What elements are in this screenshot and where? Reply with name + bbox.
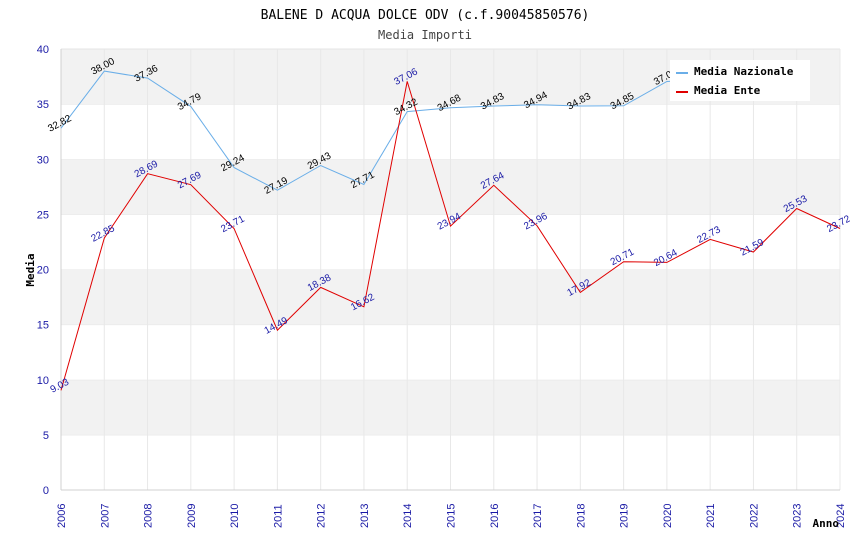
x-tick-label: 2006 — [56, 504, 68, 528]
series-line-nazionale — [60, 70, 754, 191]
x-tick-label: 2014 — [402, 504, 414, 528]
y-tick-label: 20 — [37, 265, 49, 277]
axes — [60, 49, 840, 491]
x-tick-label: 2024 — [835, 504, 847, 528]
x-tick-label: 2023 — [792, 504, 804, 528]
chart-subtitle: Media Importi — [378, 28, 472, 42]
y-tick-label: 30 — [37, 154, 49, 166]
chart-title: BALENE D ACQUA DOLCE ODV (c.f.9004585057… — [261, 8, 590, 23]
y-tick-label: 40 — [37, 44, 49, 56]
x-tick-label: 2013 — [359, 504, 371, 528]
x-tick-label: 2007 — [99, 504, 111, 528]
legend-box — [670, 60, 810, 101]
x-tick-label: 2008 — [143, 504, 155, 528]
vertical-gridlines — [60, 49, 841, 490]
x-tick-label: 2020 — [662, 504, 674, 528]
x-tick-label: 2017 — [532, 504, 544, 528]
legend: Media Nazionale Media Ente — [670, 60, 810, 101]
x-tick-label: 2015 — [446, 504, 458, 528]
x-tick-label: 2009 — [186, 504, 198, 528]
y-axis-label: Media — [24, 253, 37, 286]
x-tick-label: 2010 — [229, 504, 241, 528]
y-tick-label: 0 — [43, 485, 49, 497]
legend-label-ente: Media Ente — [694, 84, 761, 97]
y-tick-label: 10 — [37, 375, 49, 387]
x-tick-label: 2011 — [272, 504, 284, 528]
legend-label-nazionale: Media Nazionale — [694, 65, 794, 78]
y-tick-label: 35 — [37, 99, 49, 111]
x-tick-label: 2018 — [575, 504, 587, 528]
y-tick-labels: 0 5 10 15 20 25 30 35 40 — [37, 44, 49, 497]
x-tick-label: 2022 — [748, 504, 760, 528]
y-tick-label: 5 — [43, 430, 49, 442]
x-tick-label: 2012 — [316, 504, 328, 528]
y-tick-label: 15 — [37, 320, 49, 332]
series-lines — [60, 70, 841, 391]
x-tick-label: 2019 — [619, 504, 631, 528]
x-tick-label: 2021 — [705, 504, 717, 528]
series-line-ente — [60, 81, 841, 391]
x-tick-labels: 2006 2007 2008 2009 2010 2011 2012 2013 2014 2015… — [56, 504, 847, 528]
y-tick-label: 25 — [37, 209, 49, 221]
x-axis-label: Anno — [813, 517, 840, 530]
x-tick-label: 2016 — [489, 504, 501, 528]
